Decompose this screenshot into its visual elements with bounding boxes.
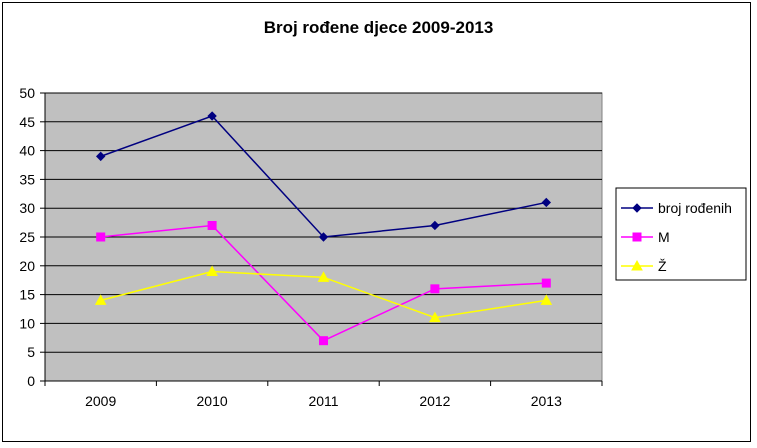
- y-tick-label: 5: [27, 344, 35, 360]
- data-point: [95, 151, 106, 162]
- y-tick-label: 10: [19, 315, 35, 331]
- y-tick-label: 25: [19, 229, 35, 245]
- data-point: [207, 220, 217, 230]
- x-tick-label: 2009: [85, 393, 116, 409]
- y-tick-label: 50: [19, 85, 35, 101]
- data-point: [541, 197, 552, 208]
- legend-marker: [632, 232, 642, 242]
- y-tick-label: 40: [19, 143, 35, 159]
- data-point: [540, 294, 553, 305]
- axes: [40, 92, 603, 386]
- data-point: [541, 278, 551, 288]
- data-point: [317, 271, 330, 282]
- legend-label: broj rođenih: [658, 200, 732, 216]
- data-point: [96, 232, 106, 242]
- x-tick-label: 2012: [419, 393, 450, 409]
- legend-marker: [632, 203, 642, 213]
- y-axis-tick-labels: 0 5 10 15 20 25 30 35 40 45 50: [19, 85, 35, 389]
- legend-label: M: [658, 229, 670, 245]
- y-tick-label: 30: [19, 200, 35, 216]
- y-tick-label: 0: [27, 373, 35, 389]
- y-tick-label: 20: [19, 258, 35, 274]
- legend-marker: [631, 259, 643, 271]
- legend: broj rođenih MŽ: [615, 187, 747, 281]
- data-point: [430, 284, 440, 294]
- chart-title: Broj rođene djece 2009-2013: [263, 18, 494, 37]
- data-point: [319, 336, 328, 346]
- y-tick-label: 45: [19, 114, 35, 130]
- x-tick-label: 2013: [531, 393, 562, 409]
- data-point: [318, 232, 329, 242]
- data-point: [207, 111, 217, 121]
- gridlines: [45, 92, 602, 353]
- x-tick-label: 2010: [197, 393, 228, 409]
- y-tick-label: 35: [19, 171, 35, 187]
- legend-label: Ž: [658, 258, 667, 274]
- x-axis-tick-labels: 2009 2010 2011 2012 2013: [85, 393, 562, 409]
- series-group: [94, 111, 553, 346]
- data-point: [94, 294, 107, 305]
- y-tick-label: 15: [19, 287, 35, 303]
- data-point: [430, 220, 440, 231]
- x-tick-label: 2011: [308, 393, 338, 409]
- data-point: [206, 265, 218, 277]
- data-point: [429, 311, 441, 323]
